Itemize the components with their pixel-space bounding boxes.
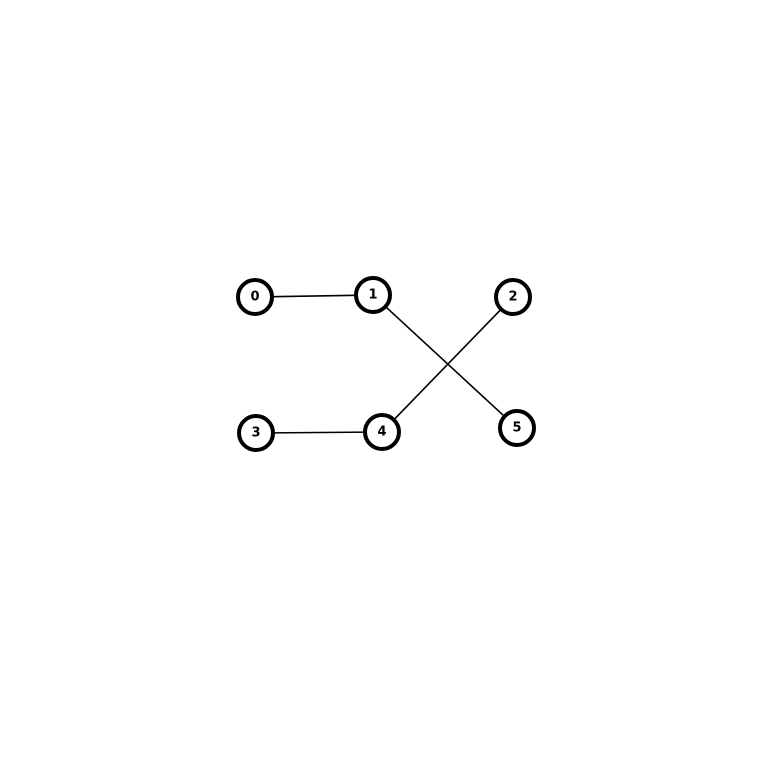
node-label: 4: [377, 425, 386, 440]
node-circle: [354, 276, 392, 314]
node-label: 5: [512, 421, 521, 436]
nodes-layer: 0 1 2 3 4 5: [236, 276, 536, 452]
node-circle: [494, 278, 532, 316]
node-4: 4: [363, 413, 401, 451]
edge-3-4: [272, 431, 366, 434]
node-3: 3: [237, 414, 275, 452]
node-circle: [236, 278, 274, 316]
edge-2-4: [393, 308, 502, 421]
node-label: 2: [508, 290, 517, 305]
node-1: 1: [354, 276, 392, 314]
node-circle: [498, 409, 536, 447]
node-circle: [363, 413, 401, 451]
node-0: 0: [236, 278, 274, 316]
node-label: 3: [251, 426, 260, 441]
edge-0-1: [271, 294, 357, 298]
node-label: 1: [368, 288, 377, 303]
node-circle: [237, 414, 275, 452]
node-2: 2: [494, 278, 532, 316]
edge-1-5: [384, 305, 506, 418]
edges-layer: [271, 294, 506, 434]
node-label: 0: [250, 290, 259, 305]
node-5: 5: [498, 409, 536, 447]
